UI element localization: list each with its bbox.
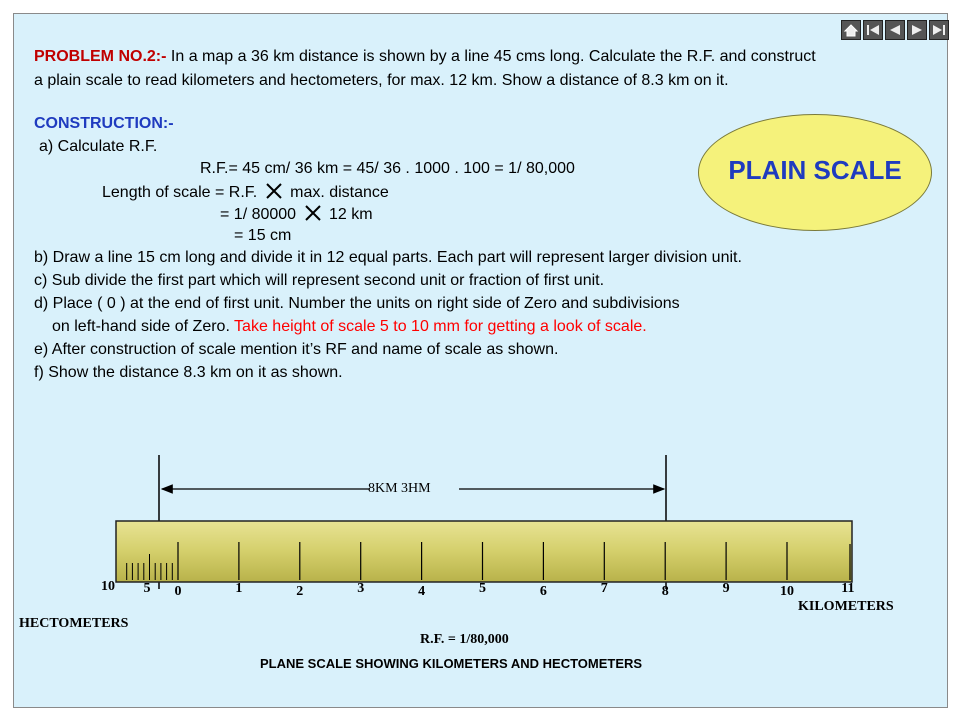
main-label: 2	[296, 584, 304, 599]
step-b: b) Draw a line 15 cm long and divide it …	[34, 249, 742, 266]
step-d-2-note: Take height of scale 5 to 10 mm for gett…	[229, 318, 647, 335]
unit-hectometers: HECTOMETERS	[19, 616, 129, 631]
sub-label-5: 5	[143, 581, 151, 596]
scale-caption: PLANE SCALE SHOWING KILOMETERS AND HECTO…	[260, 656, 643, 671]
previous-slide-icon[interactable]	[885, 20, 905, 40]
multiply-icon	[304, 205, 321, 221]
length-max: max. distance	[290, 184, 389, 201]
rf-calculation: R.F.= 45 cm/ 36 km = 45/ 36 . 1000 . 100…	[200, 160, 575, 177]
main-label: 3	[357, 581, 365, 596]
problem-text-1: In a map a 36 km distance is shown by a …	[166, 48, 816, 65]
problem-label: PROBLEM NO.2:-	[34, 48, 167, 65]
rf-label: R.F. = 1/80,000	[420, 632, 509, 647]
sub-ticks	[126, 554, 173, 580]
main-label: 4	[418, 584, 426, 599]
problem-line-1: PROBLEM NO.2:- In a map a 36 km distance…	[34, 47, 816, 67]
sub-label-10: 10	[101, 579, 115, 594]
step-f: f) Show the distance 8.3 km on it as sho…	[34, 364, 343, 381]
step-c: c) Sub divide the first part which will …	[34, 272, 605, 289]
multiply-icon	[265, 183, 282, 199]
dimension-label: 8KM 3HM	[368, 481, 431, 496]
step-d-2-text: on left-hand side of Zero.	[52, 318, 230, 335]
step-e: e) After construction of scale mention i…	[34, 341, 559, 358]
plain-scale-badge: PLAIN SCALE	[698, 114, 932, 231]
slide: PROBLEM NO.2:- In a map a 36 km distance…	[13, 13, 949, 708]
length-rf: = 1/ 80000	[220, 206, 297, 223]
next-slide-icon[interactable]	[907, 20, 927, 40]
length-result: = 15 cm	[234, 227, 292, 244]
main-label: 6	[539, 584, 547, 599]
step-d-1: d) Place ( 0 ) at the end of first unit.…	[34, 295, 680, 312]
main-label: 0	[174, 584, 182, 599]
home-icon[interactable]	[841, 20, 861, 40]
last-slide-icon[interactable]	[929, 20, 949, 40]
scale-bar	[115, 520, 853, 583]
length-line-1: Length of scale = R.F. max. distance	[102, 182, 389, 203]
first-slide-icon[interactable]	[863, 20, 883, 40]
main-ticks	[177, 542, 788, 580]
length-km: 12 km	[328, 206, 373, 223]
step-d-2: on left-hand side of Zero. Take height o…	[52, 317, 647, 337]
main-label: 11	[841, 581, 855, 596]
main-label: 9	[722, 581, 730, 596]
unit-kilometers: KILOMETERS	[798, 599, 894, 614]
length-line-2: = 1/ 80000 12 km	[220, 204, 373, 225]
main-label: 5	[479, 581, 486, 596]
problem-line-2: a plain scale to read kilometers and hec…	[34, 72, 729, 89]
length-formula: Length of scale = R.F.	[102, 184, 258, 201]
main-label: 8	[661, 584, 669, 599]
main-label: 7	[600, 581, 608, 596]
main-label: 1	[235, 581, 243, 596]
scale-drawing	[115, 455, 853, 589]
construction-title: CONSTRUCTION:-	[34, 115, 174, 132]
badge-title: PLAIN SCALE	[728, 155, 902, 185]
step-a: a) Calculate R.F.	[39, 138, 158, 155]
main-label: 10	[780, 584, 794, 599]
